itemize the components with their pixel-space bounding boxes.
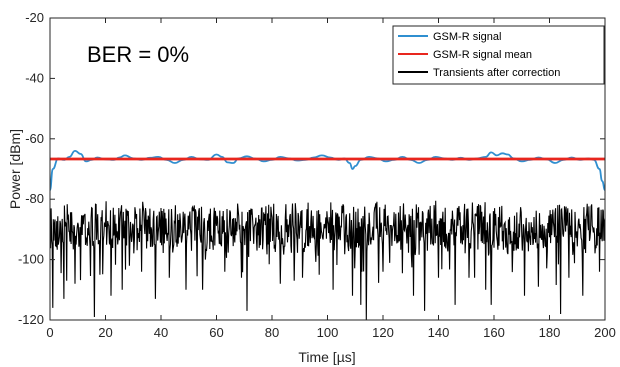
legend: GSM-R signal GSM-R signal mean Transient…: [393, 26, 604, 84]
x-axis-title: Time [µs]: [298, 349, 355, 365]
y-tick-label: -40: [25, 70, 44, 85]
plot-area: [50, 151, 605, 320]
series-transients-line: [50, 201, 605, 320]
x-tick-label: 40: [154, 325, 168, 340]
x-tick-label: 140: [428, 325, 450, 340]
annotation-ber: BER = 0%: [87, 42, 189, 67]
y-tick-label: -60: [25, 131, 44, 146]
x-tick-label: 60: [209, 325, 223, 340]
x-tick-label: 0: [46, 325, 53, 340]
y-tick-label: -120: [18, 312, 44, 327]
x-tick-label: 80: [265, 325, 279, 340]
x-tick-label: 120: [372, 325, 394, 340]
x-tick-label: 160: [483, 325, 505, 340]
x-tick-label: 20: [98, 325, 112, 340]
legend-label-gsmr-signal: GSM-R signal: [433, 31, 501, 43]
x-tick-label: 180: [539, 325, 561, 340]
series-gsmr-signal-line: [50, 151, 605, 190]
x-tick-label: 100: [317, 325, 339, 340]
y-tick-label: -100: [18, 252, 44, 267]
x-tick-label: 200: [594, 325, 616, 340]
legend-label-transients: Transients after correction: [433, 67, 560, 79]
y-axis-title: Power [dBm]: [7, 129, 23, 209]
y-tick-label: -80: [25, 191, 44, 206]
series-group: [50, 151, 605, 320]
legend-label-gsmr-mean: GSM-R signal mean: [433, 49, 532, 61]
y-tick-label: -20: [25, 10, 44, 25]
